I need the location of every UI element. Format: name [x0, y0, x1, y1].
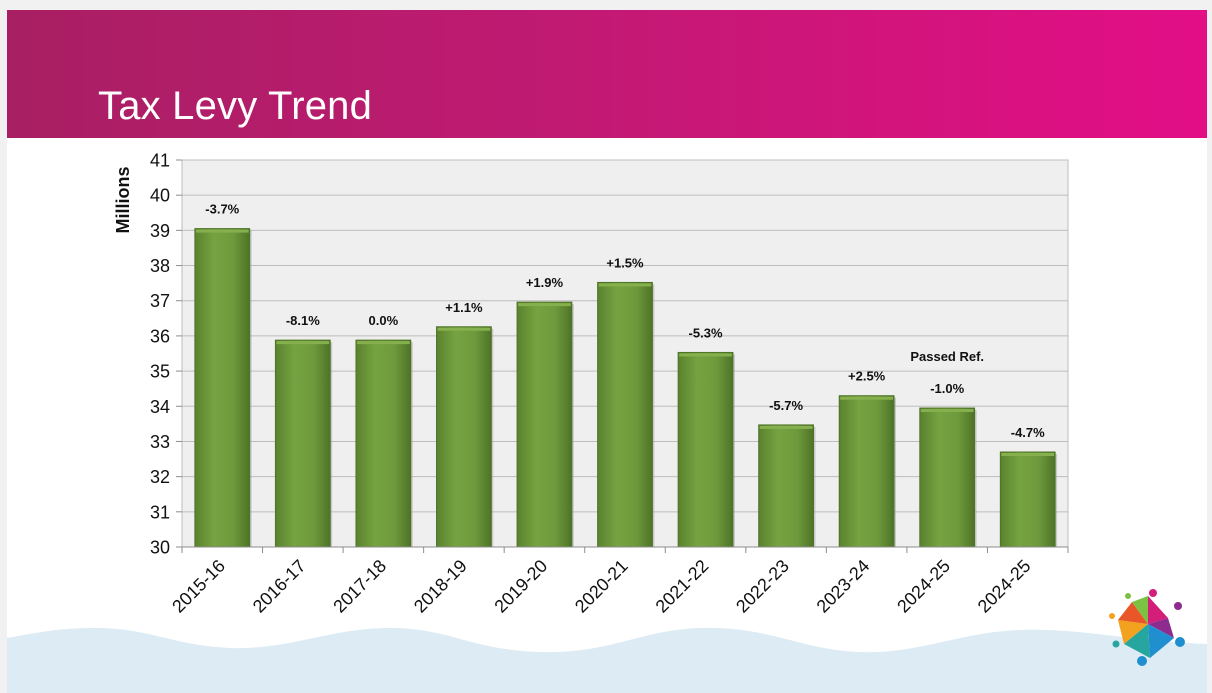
bar: [999, 451, 1056, 548]
data-label: +2.5%: [848, 369, 886, 384]
annotations: Passed Ref.: [910, 349, 984, 364]
data-label: +1.9%: [526, 275, 564, 290]
y-tick-label: 35: [150, 362, 170, 382]
data-label: +1.1%: [445, 300, 483, 315]
y-tick-label: 37: [150, 291, 170, 311]
x-tick-label: 2018-19: [410, 556, 471, 617]
bar: [677, 351, 734, 548]
bar: [597, 281, 653, 548]
bar-highlight: [276, 341, 330, 345]
y-tick-label: 31: [150, 502, 170, 522]
x-tick-label: 2016-17: [249, 556, 310, 617]
y-tick-label: 34: [150, 397, 170, 417]
bar: [355, 339, 412, 548]
title-banner: [7, 10, 1207, 138]
y-tick-label: 39: [150, 221, 170, 241]
bar: [758, 424, 814, 548]
data-label: -3.7%: [205, 202, 239, 217]
y-tick-label: 30: [150, 538, 170, 558]
x-tick-label: 2019-20: [490, 556, 551, 617]
bar-highlight: [679, 353, 732, 357]
bar: [516, 301, 573, 548]
data-label: 0.0%: [369, 313, 399, 328]
x-tick-label: 2024-25: [974, 556, 1035, 617]
y-axis-ticks: 30 31 32 33 34 35 36 37 38 39 40 41: [150, 151, 182, 558]
bar-highlight: [759, 425, 813, 429]
slide-title: Tax Levy Trend: [98, 84, 373, 128]
bar-highlight: [920, 409, 974, 413]
data-label: -5.3%: [689, 325, 723, 340]
y-tick-label: 41: [150, 151, 170, 171]
y-axis-label: Millions: [113, 167, 133, 234]
x-tick-label: 2015-16: [168, 556, 229, 617]
data-label: +1.5%: [606, 255, 644, 270]
data-labels: -3.7% -8.1% 0.0% +1.1% +1.9% +1.5% -5.3% -5.7% +…: [205, 202, 1045, 440]
bars: [194, 228, 1058, 548]
annotation-label: Passed Ref.: [910, 349, 984, 364]
bar-highlight: [598, 283, 652, 287]
bar: [194, 228, 251, 548]
x-tick-label: 2017-18: [329, 556, 390, 617]
x-axis-ticks: 2015-16 2016-17 2017-18 2018-19 2019-20 2020-…: [168, 547, 1069, 617]
bar: [919, 407, 976, 548]
x-tick-label: 2021-22: [652, 556, 713, 617]
y-tick-label: 40: [150, 186, 170, 206]
x-tick-label: 2020-21: [571, 556, 632, 617]
bar: [838, 395, 895, 548]
bar-highlight: [518, 303, 571, 307]
bar-highlight: [437, 327, 491, 331]
y-tick-label: 38: [150, 256, 170, 276]
bar-highlight: [1001, 453, 1055, 457]
data-label: -1.0%: [930, 381, 964, 396]
data-label: -4.7%: [1011, 425, 1045, 440]
y-tick-label: 36: [150, 326, 170, 346]
bar: [274, 339, 331, 548]
y-tick-label: 32: [150, 467, 170, 487]
organization-logo: [1109, 589, 1185, 666]
data-label: -5.7%: [769, 398, 803, 413]
data-label: -8.1%: [286, 313, 320, 328]
x-tick-label: 2024-25: [893, 556, 954, 617]
bar-highlight: [840, 396, 894, 400]
wave-decoration: [7, 627, 1207, 693]
x-tick-label: 2022-23: [732, 556, 793, 617]
bar-highlight: [356, 341, 410, 345]
y-tick-label: 33: [150, 432, 170, 452]
x-tick-label: 2023-24: [813, 556, 874, 617]
bar-highlight: [195, 229, 249, 233]
bar: [436, 326, 492, 548]
